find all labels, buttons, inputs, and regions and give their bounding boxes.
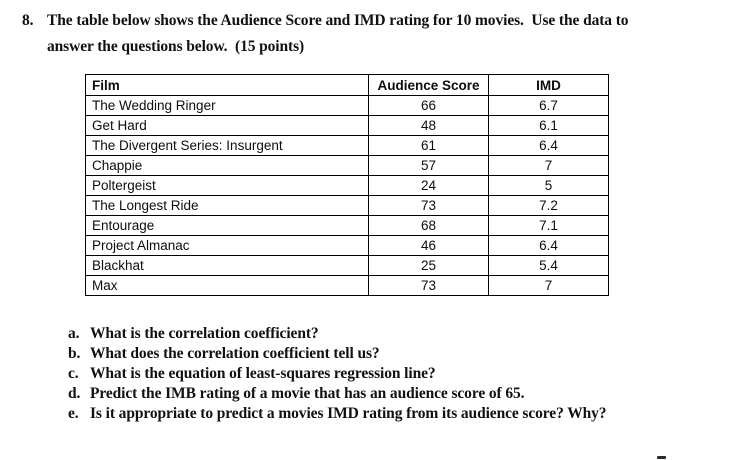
cell-film: Chappie: [85, 155, 369, 176]
cell-audience-score: 73: [368, 195, 489, 216]
question-text: The table below shows the Audience Score…: [47, 8, 629, 60]
column-header-film: Film: [85, 74, 369, 96]
cell-film: Get Hard: [85, 115, 369, 136]
cell-imd: 5: [488, 175, 609, 196]
cell-audience-score: 24: [368, 175, 489, 196]
subquestion-text: Predict the IMB rating of a movie that h…: [90, 385, 525, 402]
cell-film: Entourage: [85, 215, 369, 236]
cell-audience-score: 25: [368, 255, 489, 276]
subquestion-text: What is the equation of least-squares re…: [90, 365, 436, 382]
subquestion-text: What does the correlation coefficient te…: [90, 345, 380, 362]
table-row: Get Hard 48 6.1: [85, 115, 609, 136]
subquestion-list: a. What is the correlation coefficient? …: [68, 324, 607, 424]
cell-imd: 5.4: [488, 255, 609, 276]
cell-imd: 6.4: [488, 235, 609, 256]
column-header-imd: IMD: [488, 74, 609, 96]
cell-audience-score: 46: [368, 235, 489, 256]
cell-imd: 6.1: [488, 115, 609, 136]
subquestion-label: e.: [68, 405, 79, 422]
cell-audience-score: 57: [368, 155, 489, 176]
stray-scan-mark: [657, 456, 666, 459]
subquestion-text: Is it appropriate to predict a movies IM…: [90, 405, 607, 422]
subquestion-c: c. What is the equation of least-squares…: [68, 364, 606, 384]
cell-audience-score: 73: [368, 275, 489, 296]
question-number: 8.: [22, 12, 34, 29]
subquestion-label: b.: [68, 345, 81, 362]
cell-imd: 7: [488, 155, 609, 176]
subquestion-a: a. What is the correlation coefficient?: [68, 324, 606, 344]
cell-audience-score: 48: [368, 115, 489, 136]
cell-film: Poltergeist: [85, 175, 369, 196]
cell-audience-score: 66: [368, 95, 489, 116]
subquestion-label: d.: [68, 385, 81, 402]
cell-audience-score: 61: [368, 135, 489, 156]
table-row: Blackhat 25 5.4: [85, 255, 609, 276]
subquestion-e: e. Is it appropriate to predict a movies…: [68, 404, 607, 424]
cell-imd: 7.1: [488, 215, 609, 236]
movie-table: Film Audience Score IMD The Wedding Ring…: [85, 74, 609, 296]
cell-imd: 6.7: [488, 95, 609, 116]
cell-imd: 7: [488, 275, 609, 296]
table-row: The Divergent Series: Insurgent 61 6.4: [85, 135, 609, 156]
table-row: Max 73 7: [85, 275, 609, 296]
table-header-row: Film Audience Score IMD: [85, 74, 609, 96]
subquestion-b: b. What does the correlation coefficient…: [68, 344, 606, 364]
table-row: The Longest Ride 73 7.2: [85, 195, 609, 216]
cell-film: Project Almanac: [85, 235, 369, 256]
subquestion-text: What is the correlation coefficient?: [90, 325, 319, 342]
subquestion-d: d. Predict the IMB rating of a movie tha…: [68, 384, 606, 404]
cell-film: The Divergent Series: Insurgent: [85, 135, 369, 156]
question-line-2: answer the questions below. (15 points): [47, 38, 305, 55]
table-row: The Wedding Ringer 66 6.7: [85, 95, 609, 116]
cell-imd: 6.4: [488, 135, 609, 156]
question-header: 8. The table below shows the Audience Sc…: [22, 8, 629, 60]
table-row: Poltergeist 24 5: [85, 175, 609, 196]
cell-film: Blackhat: [85, 255, 369, 276]
question-line-1: The table below shows the Audience Score…: [47, 12, 629, 29]
table-row: Chappie 57 7: [85, 155, 609, 176]
cell-audience-score: 68: [368, 215, 489, 236]
cell-film: The Longest Ride: [85, 195, 369, 216]
table-row: Entourage 68 7.1: [85, 215, 609, 236]
subquestion-label: c.: [68, 365, 79, 382]
table-row: Project Almanac 46 6.4: [85, 235, 609, 256]
cell-film: The Wedding Ringer: [85, 95, 369, 116]
cell-imd: 7.2: [488, 195, 609, 216]
cell-film: Max: [85, 275, 369, 296]
subquestion-label: a.: [68, 325, 80, 342]
column-header-audience-score: Audience Score: [368, 74, 489, 96]
